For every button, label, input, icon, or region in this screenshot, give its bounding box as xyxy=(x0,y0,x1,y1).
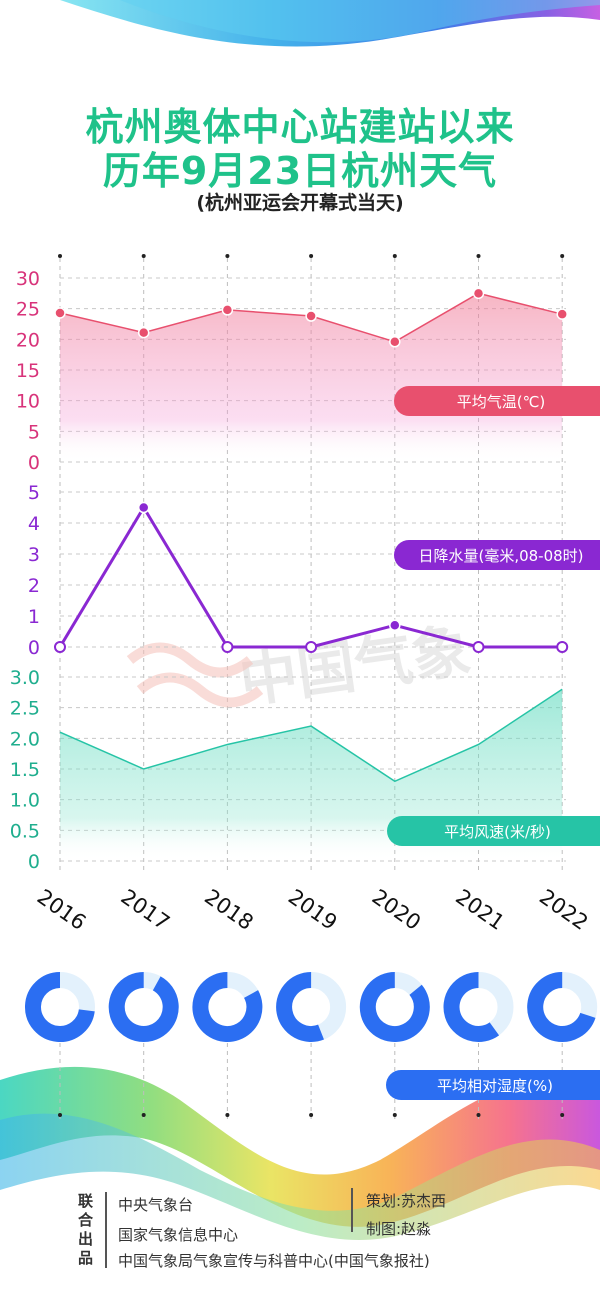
temperature-y-tick-label: 10 xyxy=(16,391,40,413)
grid-top-dot xyxy=(58,254,62,258)
temperature-y-tick-label: 20 xyxy=(16,329,40,351)
temperature-data-point xyxy=(221,304,234,316)
temperature-y-tick-label: 15 xyxy=(16,360,40,382)
temperature-area xyxy=(60,293,563,462)
joint-production-label: 联合出品 xyxy=(78,1192,94,1267)
grid-bottom-dot xyxy=(476,1113,481,1117)
humidity-legend: 平均相对湿度(%) xyxy=(386,1070,600,1100)
x-tick-label: 2020 xyxy=(368,885,426,935)
grid-bottom-dot xyxy=(392,1113,397,1117)
credit-org-2: 国家气象信息中心 xyxy=(118,1226,239,1244)
credit-designer: 制图:赵淼 xyxy=(366,1220,432,1238)
grid-top-dot xyxy=(476,254,481,258)
precipitation-y-tick-label: 5 xyxy=(28,482,40,504)
temperature-data-point xyxy=(389,336,401,348)
x-tick-label: 2018 xyxy=(200,885,258,935)
grid-bottom-dot xyxy=(560,1113,565,1117)
humidity-legend-pill xyxy=(386,1070,600,1100)
x-tick-label: 2017 xyxy=(116,885,174,935)
x-tick-label: 2019 xyxy=(284,885,342,935)
humidity-donut-slice xyxy=(25,972,95,1042)
grid-bottom-dot xyxy=(309,1113,314,1117)
humidity-donut-slice xyxy=(359,972,430,1042)
temperature-y-tick-label: 5 xyxy=(28,421,40,443)
x-tick-label: 2022 xyxy=(535,885,593,935)
temperature-y-tick-label: 0 xyxy=(28,452,40,474)
humidity-donut-slice xyxy=(276,972,324,1042)
wind-y-tick-label: 2.5 xyxy=(10,698,40,720)
precipitation-data-point xyxy=(472,641,485,653)
temperature-data-point xyxy=(556,308,568,320)
wind-y-tick-label: 3.0 xyxy=(10,667,40,689)
temperature-legend-label: 平均气温(℃) xyxy=(457,393,546,411)
wind-y-tick-label: 2.0 xyxy=(10,728,40,750)
temperature-y-tick-label: 25 xyxy=(16,299,40,321)
x-tick-label: 2016 xyxy=(33,885,91,935)
temperature-data-point xyxy=(137,326,150,339)
precipitation-legend-label: 日降水量(毫米,08-08时) xyxy=(418,547,583,565)
humidity-donut-slice xyxy=(443,972,500,1042)
precipitation-legend: 日降水量(毫米,08-08时) xyxy=(394,540,600,570)
precipitation-data-point xyxy=(305,641,318,653)
grid-top-dot xyxy=(309,254,314,258)
wind-legend: 平均风速(米/秒) xyxy=(387,816,600,846)
precipitation-data-point xyxy=(221,641,234,653)
title-line-2: 历年9月23日杭州天气 xyxy=(102,149,498,193)
grid-top-dot xyxy=(225,254,230,258)
humidity-donut-slice xyxy=(192,972,263,1042)
precipitation-y-tick-label: 4 xyxy=(28,513,40,535)
precipitation-data-point xyxy=(137,501,150,514)
temperature-legend-pill xyxy=(394,386,600,416)
watermark-text: 中国气象 xyxy=(235,616,474,716)
temperature-data-point xyxy=(305,310,317,322)
grid-bottom-dot xyxy=(141,1113,146,1117)
wind-y-tick-label: 0 xyxy=(28,851,40,873)
grid-top-dot xyxy=(560,254,565,258)
precipitation-data-point xyxy=(54,641,66,653)
watermark-logo-icon xyxy=(136,672,264,708)
precipitation-legend-pill xyxy=(394,540,600,570)
grid-top-dot xyxy=(141,254,146,258)
temperature-legend: 平均气温(℃) xyxy=(394,386,600,416)
wind-legend-pill xyxy=(387,816,600,846)
grid-bottom-dot xyxy=(225,1113,230,1117)
temperature-y-tick-label: 30 xyxy=(16,268,40,290)
wind-series-line xyxy=(59,688,563,783)
title-line-1: 杭州奥体中心站建站以来 xyxy=(85,105,515,149)
wind-y-tick-label: 1.5 xyxy=(10,759,40,781)
grid-bottom-dot xyxy=(58,1113,62,1117)
precipitation-y-tick-label: 2 xyxy=(28,575,40,597)
precipitation-data-point xyxy=(389,619,401,632)
humidity-legend-label: 平均相对湿度(%) xyxy=(437,1077,553,1095)
wind-y-tick-label: 1.0 xyxy=(10,790,40,812)
credit-planner: 策划:苏杰西 xyxy=(366,1192,447,1210)
watermark-logo-icon xyxy=(126,642,254,678)
grid-top-dot xyxy=(392,254,397,258)
humidity-donut-slice xyxy=(527,972,596,1042)
temperature-data-point xyxy=(54,307,66,319)
precipitation-y-tick-label: 1 xyxy=(28,606,40,628)
credit-org-3: 中国气象局气象宣传与科普中心(中国气象报社) xyxy=(118,1252,430,1270)
subtitle: (杭州亚运会开幕式当天) xyxy=(196,192,404,214)
credit-org-1: 中央气象台 xyxy=(118,1196,194,1214)
temperature-data-point xyxy=(472,287,485,300)
wind-y-tick-label: 0.5 xyxy=(10,820,40,842)
humidity-donut-slice xyxy=(108,972,179,1042)
wind-legend-label: 平均风速(米/秒) xyxy=(444,823,551,841)
precipitation-y-tick-label: 3 xyxy=(28,544,40,566)
x-tick-label: 2021 xyxy=(451,885,509,935)
precipitation-y-tick-label: 0 xyxy=(28,637,40,659)
precipitation-data-point xyxy=(556,641,569,653)
